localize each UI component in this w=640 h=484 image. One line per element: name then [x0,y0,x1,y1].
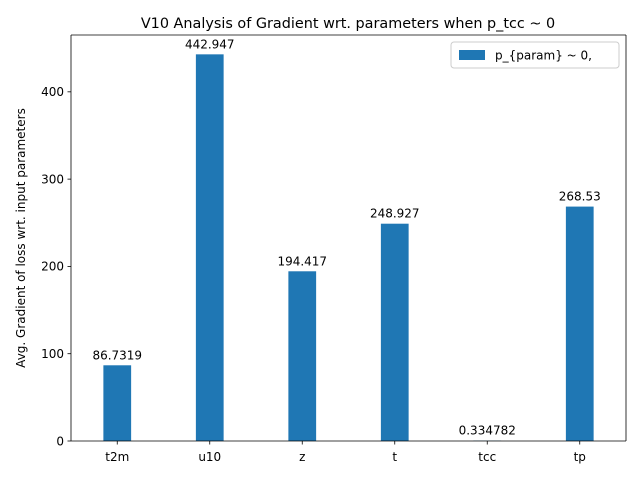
y-tick-label-400: 400 [41,85,64,99]
x-tick-label-z: z [299,450,305,464]
x-tick-label-tp: tp [574,450,586,464]
x-tick-label-tcc: tcc [478,450,496,464]
x-tick-label-t2m: t2m [105,450,129,464]
data-label-z: 194.417 [277,254,327,268]
bar-t2m [103,365,131,441]
bar-t [381,224,409,441]
bar-tp [566,207,594,441]
data-label-t2m: 86.7319 [92,348,142,362]
y-tick-label-100: 100 [41,347,64,361]
legend: p_{param} ~ 0, [451,42,619,68]
y-axis-label: Avg. Gradient of loss wrt. input paramet… [14,108,28,368]
x-tick-label-u10: u10 [198,450,221,464]
y-tick-label-300: 300 [41,172,64,186]
legend-label: p_{param} ~ 0, [495,49,592,63]
x-tick-label-t: t [392,450,397,464]
data-label-t: 248.927 [370,207,420,221]
y-tick-label-0: 0 [56,434,64,448]
legend-swatch [459,50,485,60]
data-label-u10: 442.947 [185,37,235,51]
bar-u10 [196,54,224,441]
data-label-tp: 268.53 [559,190,601,204]
y-tick-label-200: 200 [41,260,64,274]
chart-title: V10 Analysis of Gradient wrt. parameters… [141,16,555,32]
data-label-tcc: 0.334782 [459,424,516,438]
bar-z [288,271,316,441]
